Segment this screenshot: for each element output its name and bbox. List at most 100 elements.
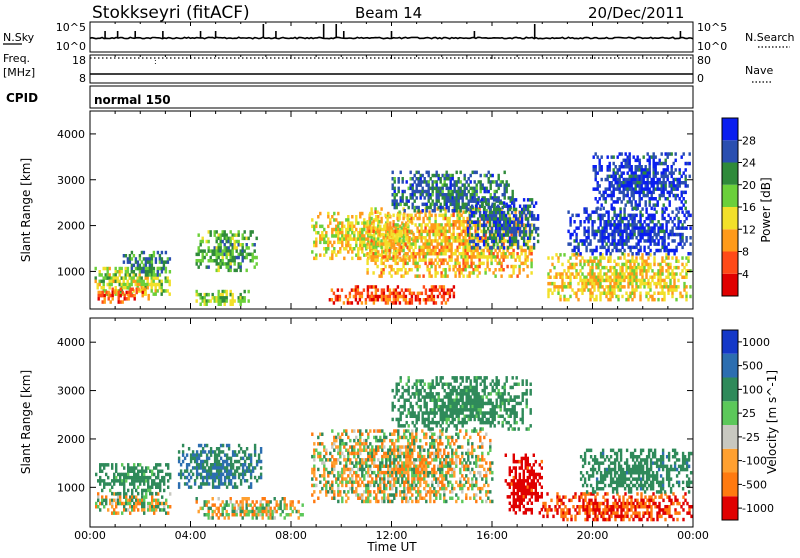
power-cell [380,239,382,243]
velocity-cell [115,470,117,474]
power-cell [392,236,394,240]
power-cell [655,155,657,159]
power-cell [444,252,446,256]
velocity-cell [141,492,143,496]
power-cell [448,209,450,213]
velocity-cell [222,510,224,514]
power-cell [575,269,577,273]
power-cell [530,246,532,250]
power-cell [446,203,448,207]
power-cell [392,242,394,246]
power-cell [430,214,432,218]
power-cell [464,230,466,234]
power-cell [442,262,444,266]
power-cell [619,187,621,191]
velocity-cell [167,463,169,467]
power-cell [123,260,125,264]
cpid-label: CPID [6,91,38,105]
power-cell [380,258,382,262]
power-cell [380,217,382,221]
power-cell [659,159,661,163]
velocity-cell [163,479,165,483]
power-cell [657,233,659,237]
power-cell [515,198,517,202]
power-cell [547,295,549,299]
power-cell [629,159,631,163]
power-cell [222,259,224,263]
velocity-cell [222,450,224,454]
power-cell [506,187,508,191]
power-cell [619,223,621,227]
power-cell [623,249,625,253]
power-cell [681,207,683,211]
power-cell [244,230,246,234]
power-cell [467,208,469,212]
power-cell [603,207,605,211]
power-cell [557,292,559,296]
velocity-cell [151,492,153,496]
power-cell [599,263,601,267]
velocity-cell [103,505,105,509]
power-cell [623,210,625,214]
power-cell [488,177,490,181]
power-cell [671,220,673,224]
power-cell [635,260,637,264]
velocity-cell [226,460,228,464]
power-cell [609,282,611,286]
power-cell [653,214,655,218]
velocity-cell [258,453,260,457]
velocity-cell [206,444,208,448]
power-cell [573,249,575,253]
power-cell [125,276,127,280]
power-cell [398,252,400,256]
power-cell [585,285,587,289]
power-cell [667,155,669,159]
power-cell [579,276,581,280]
power-cell [663,178,665,182]
power-cell [196,299,198,303]
power-cell [442,206,444,210]
power-cell [331,257,333,261]
power-cell [683,214,685,218]
power-cell [523,240,525,244]
noise-left-tick-bottom: 10^0 [56,40,86,53]
power-cell [525,243,527,247]
power-cell [131,251,133,255]
power-cell [661,256,663,260]
power-cell [141,260,143,264]
velocity-cell [204,450,206,454]
power-cell [480,180,482,184]
power-cell [579,220,581,224]
power-cell [220,237,222,241]
power-cell [481,205,483,209]
power-cell [220,243,222,247]
power-cell [95,267,97,271]
power-cell [380,207,382,211]
power-cell [200,293,202,297]
power-cell [531,230,533,234]
power-cell [506,190,508,194]
power-cell [494,258,496,262]
power-cell [673,239,675,243]
power-cell [657,220,659,224]
power-cell [639,194,641,198]
power-cell [673,162,675,166]
power-cell [405,298,407,302]
power-cell [252,230,254,234]
velocity-cell [220,503,222,507]
velocity-cell [236,485,238,489]
power-cell [643,246,645,250]
power-cell [500,262,502,266]
power-cell [527,208,529,212]
power-cell [489,233,491,237]
power-cell [389,221,391,225]
power-cell [398,217,400,221]
power-cell [226,256,228,259]
power-cell [621,200,623,204]
power-cell [663,239,665,243]
power-cell [623,207,625,211]
power-cell [242,233,244,237]
power-cell [581,266,583,270]
power-cell [448,217,450,221]
